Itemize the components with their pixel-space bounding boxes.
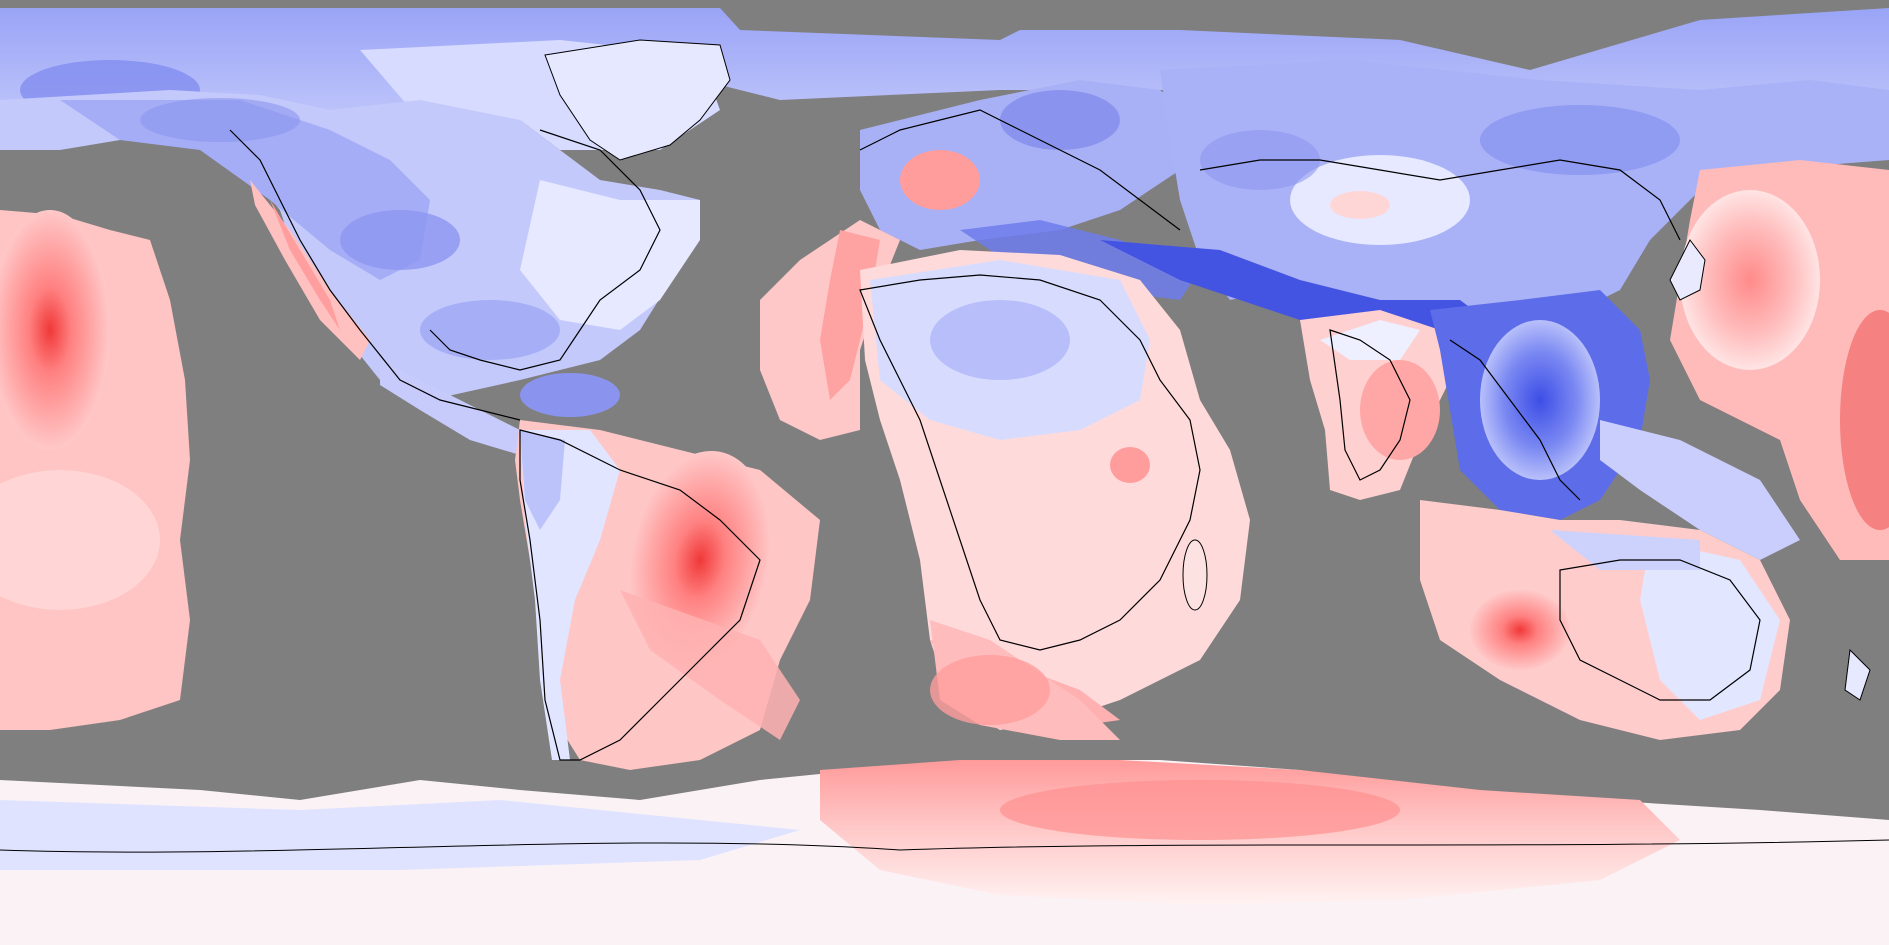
south-america [515, 420, 820, 770]
antarctica [0, 760, 1889, 945]
southeast-asia [1430, 290, 1800, 560]
pacific-warm-region [0, 210, 190, 730]
india [1300, 310, 1450, 500]
asia [1100, 60, 1889, 340]
northwest-pacific-warm [1670, 160, 1889, 560]
north-america [0, 90, 700, 417]
australia [1420, 500, 1790, 740]
japan [1669, 239, 1706, 301]
new-zealand [1844, 648, 1871, 701]
central-america [380, 360, 540, 455]
madagascar [1182, 539, 1208, 611]
coastlines [229, 109, 1761, 761]
greenland [544, 39, 731, 161]
south-atlantic-warm [930, 620, 1120, 740]
